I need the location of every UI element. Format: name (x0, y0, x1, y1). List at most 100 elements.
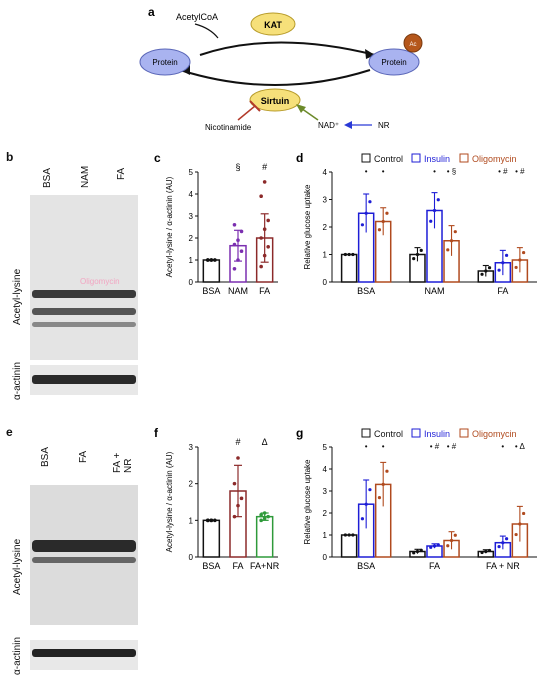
legend-swatch (411, 153, 421, 163)
actinin-label: α-actinin (12, 636, 23, 675)
data-point (501, 261, 505, 265)
data-point (487, 548, 492, 553)
data-point (360, 517, 365, 521)
data-point (453, 533, 457, 537)
y-tick-label: 0 (323, 278, 328, 287)
y-axis-label: Acetyl-lysine / α-actinin (AU) (165, 451, 174, 552)
acetylcoa-label: AcetylCoA (176, 12, 218, 22)
data-point (385, 469, 389, 473)
data-point (232, 481, 237, 486)
actinin-label: α-actinin (12, 361, 23, 400)
data-point (266, 218, 270, 223)
data-point (262, 511, 267, 515)
panel-e-blot: e BSA FA FA + NR Acetyl-lysine α-actinin (0, 425, 140, 680)
blot-band-1 (32, 290, 136, 298)
data-point (487, 266, 492, 270)
protein-left-label: Protein (152, 58, 177, 67)
data-point (429, 545, 433, 549)
data-point (236, 258, 240, 262)
data-point (206, 258, 210, 262)
significance-label: • (433, 167, 436, 176)
data-point (381, 219, 385, 224)
y-tick-label: 2 (323, 223, 328, 232)
legend-swatch (361, 153, 371, 163)
data-point (514, 532, 518, 537)
data-point (415, 549, 420, 554)
data-point (446, 544, 450, 548)
data-point (497, 268, 501, 272)
y-tick-label: 3 (323, 196, 328, 205)
significance-label: • # (430, 442, 440, 451)
data-point (429, 219, 433, 223)
y-tick-label: 0 (323, 553, 328, 562)
data-point (262, 253, 267, 258)
y-tick-label: 5 (323, 443, 328, 452)
data-point (262, 180, 267, 184)
y-tick-label: 3 (323, 487, 328, 496)
panel-f-chart: f 0 1 2 3 Acetyl-lysine / α-actinin (AU) BSA # F… (154, 426, 280, 571)
acetylation-arrow (199, 41, 376, 56)
sirtuin-label: Sirtuin (261, 96, 290, 106)
x-tick-label: NAM (228, 286, 248, 296)
sirtuin-node (249, 88, 301, 112)
protein-left-node (139, 48, 191, 76)
y-tick-label: 1 (323, 531, 328, 540)
acetylation-arrowhead (365, 49, 375, 59)
data-point (232, 514, 237, 519)
panel-c-chart: c 0 1 2 3 4 5 Acetyl-lysine / α-actinin (AU) BSA… (154, 151, 278, 296)
data-point (436, 543, 440, 547)
x-tick-label: BSA (202, 286, 220, 296)
data-point (259, 236, 263, 240)
panel-b-letter: b (6, 150, 14, 164)
data-point (239, 229, 244, 234)
data-point (364, 211, 368, 215)
data-point (368, 488, 372, 492)
legend-entry: Control (374, 429, 403, 439)
significance-label: Δ (262, 437, 268, 447)
data-point (347, 533, 351, 537)
nicotinamide-inhibition (237, 105, 256, 121)
data-point (368, 200, 372, 204)
oligomycin-overlay: Oligomycin (80, 277, 120, 286)
lane-label-fa-nr: FA + NR (112, 452, 134, 473)
blot-band-2 (32, 557, 136, 563)
legend-swatch (459, 428, 469, 438)
significance-label: • (365, 167, 368, 176)
panel-g-chart: g Control Insulin Oligomycin 0 1 2 3 4 5 Relative … (296, 426, 537, 571)
legend-entry: Oligomycin (472, 154, 517, 164)
data-point (432, 544, 437, 548)
lane-label-fa: FA (78, 450, 89, 463)
data-point (343, 533, 347, 537)
data-point (381, 482, 385, 486)
acetylcoa-arrow (194, 23, 219, 39)
blot-band-3 (32, 322, 136, 327)
data-point (239, 496, 244, 501)
x-tick-label: FA (429, 561, 440, 571)
significance-label: # (262, 162, 267, 172)
data-point (449, 538, 454, 543)
y-tick-label: 0 (189, 278, 194, 287)
data-point (236, 503, 240, 508)
y-axis-label: Relative glucose uptake (303, 184, 312, 269)
x-tick-label: FA (497, 286, 508, 296)
y-tick-label: 5 (189, 168, 194, 177)
bar (202, 259, 221, 283)
legend-swatch (411, 428, 421, 438)
significance-label: • (501, 442, 504, 451)
deacetylation-arrow (179, 69, 371, 86)
data-point (522, 250, 526, 255)
x-tick-label: FA (259, 286, 270, 296)
x-tick-label: NAM (425, 286, 445, 296)
data-point (514, 265, 518, 270)
data-point (412, 551, 416, 555)
legend-swatch (459, 153, 469, 163)
legend-entry: Control (374, 154, 403, 164)
data-point (453, 230, 457, 234)
significance-label: • § (447, 167, 456, 176)
y-tick-label: 1 (189, 256, 194, 265)
bar (255, 515, 274, 558)
data-point (360, 223, 365, 227)
nr-arrowhead (344, 121, 352, 129)
nad-arrowhead (296, 104, 306, 113)
data-point (522, 511, 526, 516)
